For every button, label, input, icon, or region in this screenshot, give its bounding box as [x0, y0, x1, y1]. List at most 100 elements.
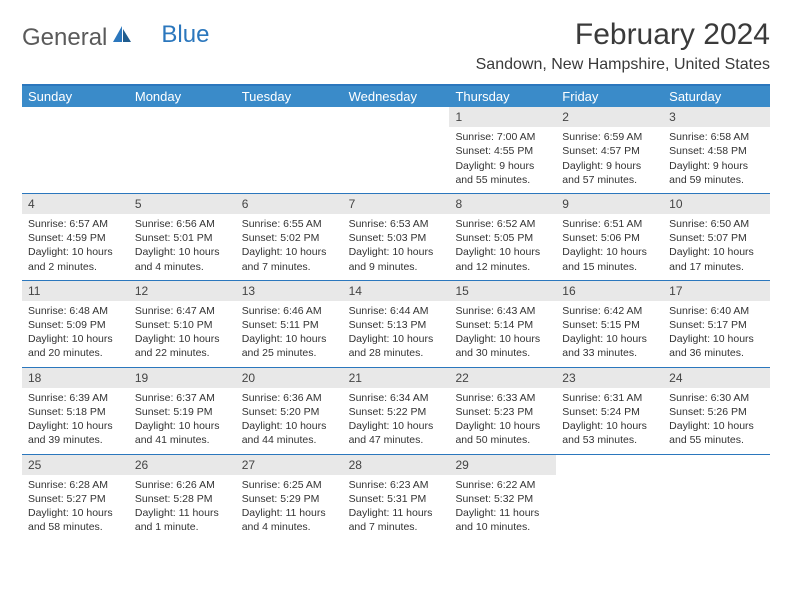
daylight-line: Daylight: 10 hours and 22 minutes. — [135, 332, 230, 360]
dow-monday: Monday — [129, 86, 236, 107]
sunrise-line: Sunrise: 6:28 AM — [28, 478, 123, 492]
day-info: Sunrise: 6:31 AMSunset: 5:24 PMDaylight:… — [556, 388, 663, 454]
sunrise-line: Sunrise: 6:33 AM — [455, 391, 550, 405]
title-block: February 2024 Sandown, New Hampshire, Un… — [476, 18, 770, 74]
day-info: Sunrise: 6:48 AMSunset: 5:09 PMDaylight:… — [22, 301, 129, 367]
daylight-line: Daylight: 10 hours and 28 minutes. — [349, 332, 444, 360]
day-number: 17 — [663, 281, 770, 301]
daylight-line: Daylight: 11 hours and 10 minutes. — [455, 506, 550, 534]
daylight-line: Daylight: 10 hours and 30 minutes. — [455, 332, 550, 360]
dow-sunday: Sunday — [22, 86, 129, 107]
day-cell: 13Sunrise: 6:46 AMSunset: 5:11 PMDayligh… — [236, 281, 343, 367]
daylight-line: Daylight: 9 hours and 59 minutes. — [669, 159, 764, 187]
sunset-line: Sunset: 5:32 PM — [455, 492, 550, 506]
sunrise-line: Sunrise: 6:46 AM — [242, 304, 337, 318]
sunset-line: Sunset: 5:09 PM — [28, 318, 123, 332]
day-info: Sunrise: 6:58 AMSunset: 4:58 PMDaylight:… — [663, 127, 770, 193]
day-cell: 21Sunrise: 6:34 AMSunset: 5:22 PMDayligh… — [343, 368, 450, 454]
day-info: Sunrise: 6:57 AMSunset: 4:59 PMDaylight:… — [22, 214, 129, 280]
dow-row: SundayMondayTuesdayWednesdayThursdayFrid… — [22, 86, 770, 107]
daylight-line: Daylight: 10 hours and 25 minutes. — [242, 332, 337, 360]
logo: General Blue — [22, 18, 209, 52]
sunset-line: Sunset: 4:58 PM — [669, 144, 764, 158]
day-info: Sunrise: 6:33 AMSunset: 5:23 PMDaylight:… — [449, 388, 556, 454]
sunrise-line: Sunrise: 6:25 AM — [242, 478, 337, 492]
day-cell: 6Sunrise: 6:55 AMSunset: 5:02 PMDaylight… — [236, 194, 343, 280]
sunrise-line: Sunrise: 6:55 AM — [242, 217, 337, 231]
sunrise-line: Sunrise: 6:42 AM — [562, 304, 657, 318]
daylight-line: Daylight: 9 hours and 55 minutes. — [455, 159, 550, 187]
day-cell: 23Sunrise: 6:31 AMSunset: 5:24 PMDayligh… — [556, 368, 663, 454]
daylight-line: Daylight: 10 hours and 2 minutes. — [28, 245, 123, 273]
day-number: 23 — [556, 368, 663, 388]
sunset-line: Sunset: 5:15 PM — [562, 318, 657, 332]
day-cell: 17Sunrise: 6:40 AMSunset: 5:17 PMDayligh… — [663, 281, 770, 367]
daylight-line: Daylight: 11 hours and 4 minutes. — [242, 506, 337, 534]
dow-saturday: Saturday — [663, 86, 770, 107]
sunrise-line: Sunrise: 6:52 AM — [455, 217, 550, 231]
day-cell: 15Sunrise: 6:43 AMSunset: 5:14 PMDayligh… — [449, 281, 556, 367]
week-row: 1Sunrise: 7:00 AMSunset: 4:55 PMDaylight… — [22, 107, 770, 193]
daylight-line: Daylight: 10 hours and 15 minutes. — [562, 245, 657, 273]
day-number: 20 — [236, 368, 343, 388]
sunset-line: Sunset: 5:01 PM — [135, 231, 230, 245]
sunset-line: Sunset: 5:23 PM — [455, 405, 550, 419]
logo-text-general: General — [22, 24, 107, 52]
day-number: 13 — [236, 281, 343, 301]
sunset-line: Sunset: 5:31 PM — [349, 492, 444, 506]
logo-text-blue: Blue — [161, 21, 209, 49]
daylight-line: Daylight: 10 hours and 4 minutes. — [135, 245, 230, 273]
sunrise-line: Sunrise: 6:22 AM — [455, 478, 550, 492]
day-cell: 16Sunrise: 6:42 AMSunset: 5:15 PMDayligh… — [556, 281, 663, 367]
day-cell: 10Sunrise: 6:50 AMSunset: 5:07 PMDayligh… — [663, 194, 770, 280]
daylight-line: Daylight: 10 hours and 17 minutes. — [669, 245, 764, 273]
sunset-line: Sunset: 5:19 PM — [135, 405, 230, 419]
daylight-line: Daylight: 11 hours and 1 minute. — [135, 506, 230, 534]
sunrise-line: Sunrise: 6:37 AM — [135, 391, 230, 405]
day-number: 19 — [129, 368, 236, 388]
day-number: 4 — [22, 194, 129, 214]
sunrise-line: Sunrise: 6:34 AM — [349, 391, 444, 405]
week-row: 11Sunrise: 6:48 AMSunset: 5:09 PMDayligh… — [22, 280, 770, 367]
day-cell: 12Sunrise: 6:47 AMSunset: 5:10 PMDayligh… — [129, 281, 236, 367]
sunset-line: Sunset: 5:03 PM — [349, 231, 444, 245]
sunset-line: Sunset: 5:20 PM — [242, 405, 337, 419]
day-cell: 9Sunrise: 6:51 AMSunset: 5:06 PMDaylight… — [556, 194, 663, 280]
sunrise-line: Sunrise: 6:26 AM — [135, 478, 230, 492]
day-cell: 24Sunrise: 6:30 AMSunset: 5:26 PMDayligh… — [663, 368, 770, 454]
sunrise-line: Sunrise: 6:30 AM — [669, 391, 764, 405]
day-number: 12 — [129, 281, 236, 301]
day-cell: 22Sunrise: 6:33 AMSunset: 5:23 PMDayligh… — [449, 368, 556, 454]
day-info: Sunrise: 6:53 AMSunset: 5:03 PMDaylight:… — [343, 214, 450, 280]
sunrise-line: Sunrise: 6:31 AM — [562, 391, 657, 405]
day-info: Sunrise: 6:46 AMSunset: 5:11 PMDaylight:… — [236, 301, 343, 367]
day-info: Sunrise: 6:43 AMSunset: 5:14 PMDaylight:… — [449, 301, 556, 367]
day-number: 11 — [22, 281, 129, 301]
sunset-line: Sunset: 5:14 PM — [455, 318, 550, 332]
week-row: 18Sunrise: 6:39 AMSunset: 5:18 PMDayligh… — [22, 367, 770, 454]
sunset-line: Sunset: 5:10 PM — [135, 318, 230, 332]
sunrise-line: Sunrise: 6:40 AM — [669, 304, 764, 318]
daylight-line: Daylight: 10 hours and 9 minutes. — [349, 245, 444, 273]
day-cell: 8Sunrise: 6:52 AMSunset: 5:05 PMDaylight… — [449, 194, 556, 280]
header: General Blue February 2024 Sandown, New … — [22, 18, 770, 74]
sunset-line: Sunset: 5:06 PM — [562, 231, 657, 245]
day-info: Sunrise: 6:56 AMSunset: 5:01 PMDaylight:… — [129, 214, 236, 280]
day-info: Sunrise: 6:28 AMSunset: 5:27 PMDaylight:… — [22, 475, 129, 541]
dow-wednesday: Wednesday — [343, 86, 450, 107]
daylight-line: Daylight: 10 hours and 47 minutes. — [349, 419, 444, 447]
sunset-line: Sunset: 5:27 PM — [28, 492, 123, 506]
sunrise-line: Sunrise: 6:43 AM — [455, 304, 550, 318]
daylight-line: Daylight: 10 hours and 53 minutes. — [562, 419, 657, 447]
sunrise-line: Sunrise: 6:23 AM — [349, 478, 444, 492]
day-cell: 4Sunrise: 6:57 AMSunset: 4:59 PMDaylight… — [22, 194, 129, 280]
sunset-line: Sunset: 4:57 PM — [562, 144, 657, 158]
sunrise-line: Sunrise: 6:39 AM — [28, 391, 123, 405]
sunset-line: Sunset: 5:17 PM — [669, 318, 764, 332]
sunrise-line: Sunrise: 6:36 AM — [242, 391, 337, 405]
daylight-line: Daylight: 10 hours and 39 minutes. — [28, 419, 123, 447]
day-number: 10 — [663, 194, 770, 214]
sunrise-line: Sunrise: 7:00 AM — [455, 130, 550, 144]
day-info: Sunrise: 6:42 AMSunset: 5:15 PMDaylight:… — [556, 301, 663, 367]
sunrise-line: Sunrise: 6:58 AM — [669, 130, 764, 144]
